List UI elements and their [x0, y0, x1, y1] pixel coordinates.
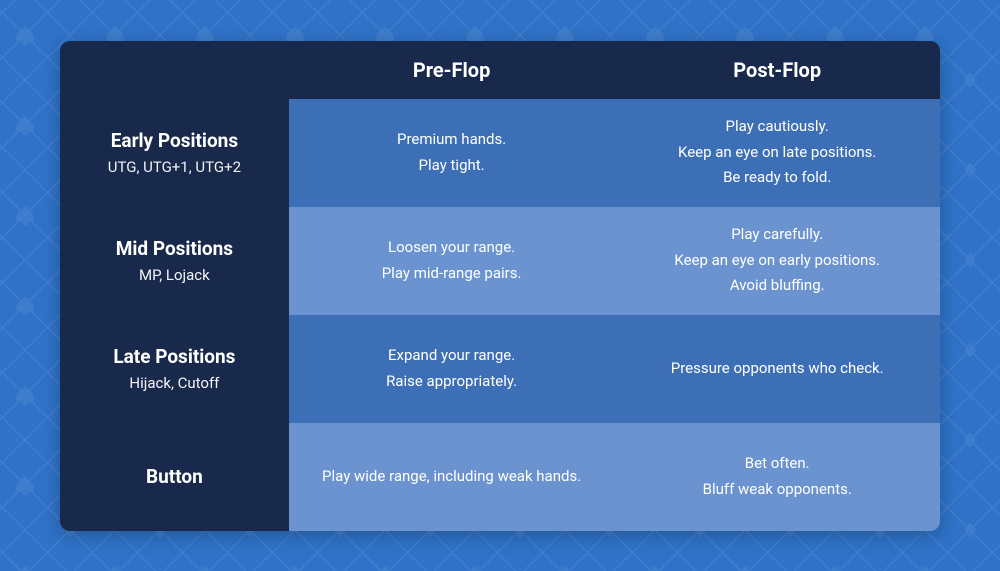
row-label: Button	[60, 423, 289, 531]
cell-line: Pressure opponents who check.	[632, 356, 922, 382]
row-label-title: Early Positions	[60, 129, 289, 153]
cell-line: Expand your range.	[307, 343, 597, 369]
row-label: Mid Positions MP, Lojack	[60, 207, 289, 315]
cell-line: Keep an eye on early positions.	[632, 248, 922, 274]
cell-line: Play carefully.	[632, 222, 922, 248]
strategy-table: Pre-Flop Post-Flop Early Positions UTG, U…	[60, 41, 940, 531]
cell-line: Loosen your range.	[307, 235, 597, 261]
cell-line: Bluff weak opponents.	[632, 477, 922, 503]
cell-postflop: Bet often.Bluff weak opponents.	[614, 423, 940, 531]
row-label-title: Button	[60, 465, 289, 489]
cell-line: Keep an eye on late positions.	[632, 140, 922, 166]
cell-line: Play mid-range pairs.	[307, 261, 597, 287]
row-label-sublabel: MP, Lojack	[60, 266, 289, 284]
cell-line: Play cautiously.	[632, 114, 922, 140]
cell-line: Avoid bluffing.	[632, 273, 922, 299]
cell-preflop: Expand your range.Raise appropriately.	[289, 315, 615, 423]
cell-postflop: Play carefully.Keep an eye on early posi…	[614, 207, 940, 315]
cell-line: Raise appropriately.	[307, 369, 597, 395]
cell-line: Be ready to fold.	[632, 165, 922, 191]
cell-line: Bet often.	[632, 451, 922, 477]
header-row: Pre-Flop Post-Flop	[60, 41, 940, 99]
strategy-table-card: Pre-Flop Post-Flop Early Positions UTG, U…	[60, 41, 940, 531]
header-blank-corner	[60, 41, 289, 99]
table-row: Early PositionsUTG, UTG+1, UTG+2Premium …	[60, 99, 940, 207]
cell-preflop: Premium hands.Play tight.	[289, 99, 615, 207]
row-label: Late Positions Hijack, Cutoff	[60, 315, 289, 423]
col-header-postflop: Post-Flop	[614, 41, 940, 99]
row-label-sublabel: UTG, UTG+1, UTG+2	[60, 158, 289, 176]
cell-preflop: Loosen your range.Play mid-range pairs.	[289, 207, 615, 315]
table-row: Late PositionsHijack, CutoffExpand your …	[60, 315, 940, 423]
cell-line: Play tight.	[307, 153, 597, 179]
row-label-title: Late Positions	[60, 345, 289, 369]
cell-line: Play wide range, including weak hands.	[307, 464, 597, 490]
cell-postflop: Play cautiously.Keep an eye on late posi…	[614, 99, 940, 207]
row-label-title: Mid Positions	[60, 237, 289, 261]
row-label-sublabel: Hijack, Cutoff	[60, 374, 289, 392]
col-header-preflop: Pre-Flop	[289, 41, 615, 99]
table-row: Mid PositionsMP, LojackLoosen your range…	[60, 207, 940, 315]
cell-line: Premium hands.	[307, 127, 597, 153]
cell-postflop: Pressure opponents who check.	[614, 315, 940, 423]
table-row: Button Play wide range, including weak ha…	[60, 423, 940, 531]
cell-preflop: Play wide range, including weak hands.	[289, 423, 615, 531]
row-label: Early Positions UTG, UTG+1, UTG+2	[60, 99, 289, 207]
